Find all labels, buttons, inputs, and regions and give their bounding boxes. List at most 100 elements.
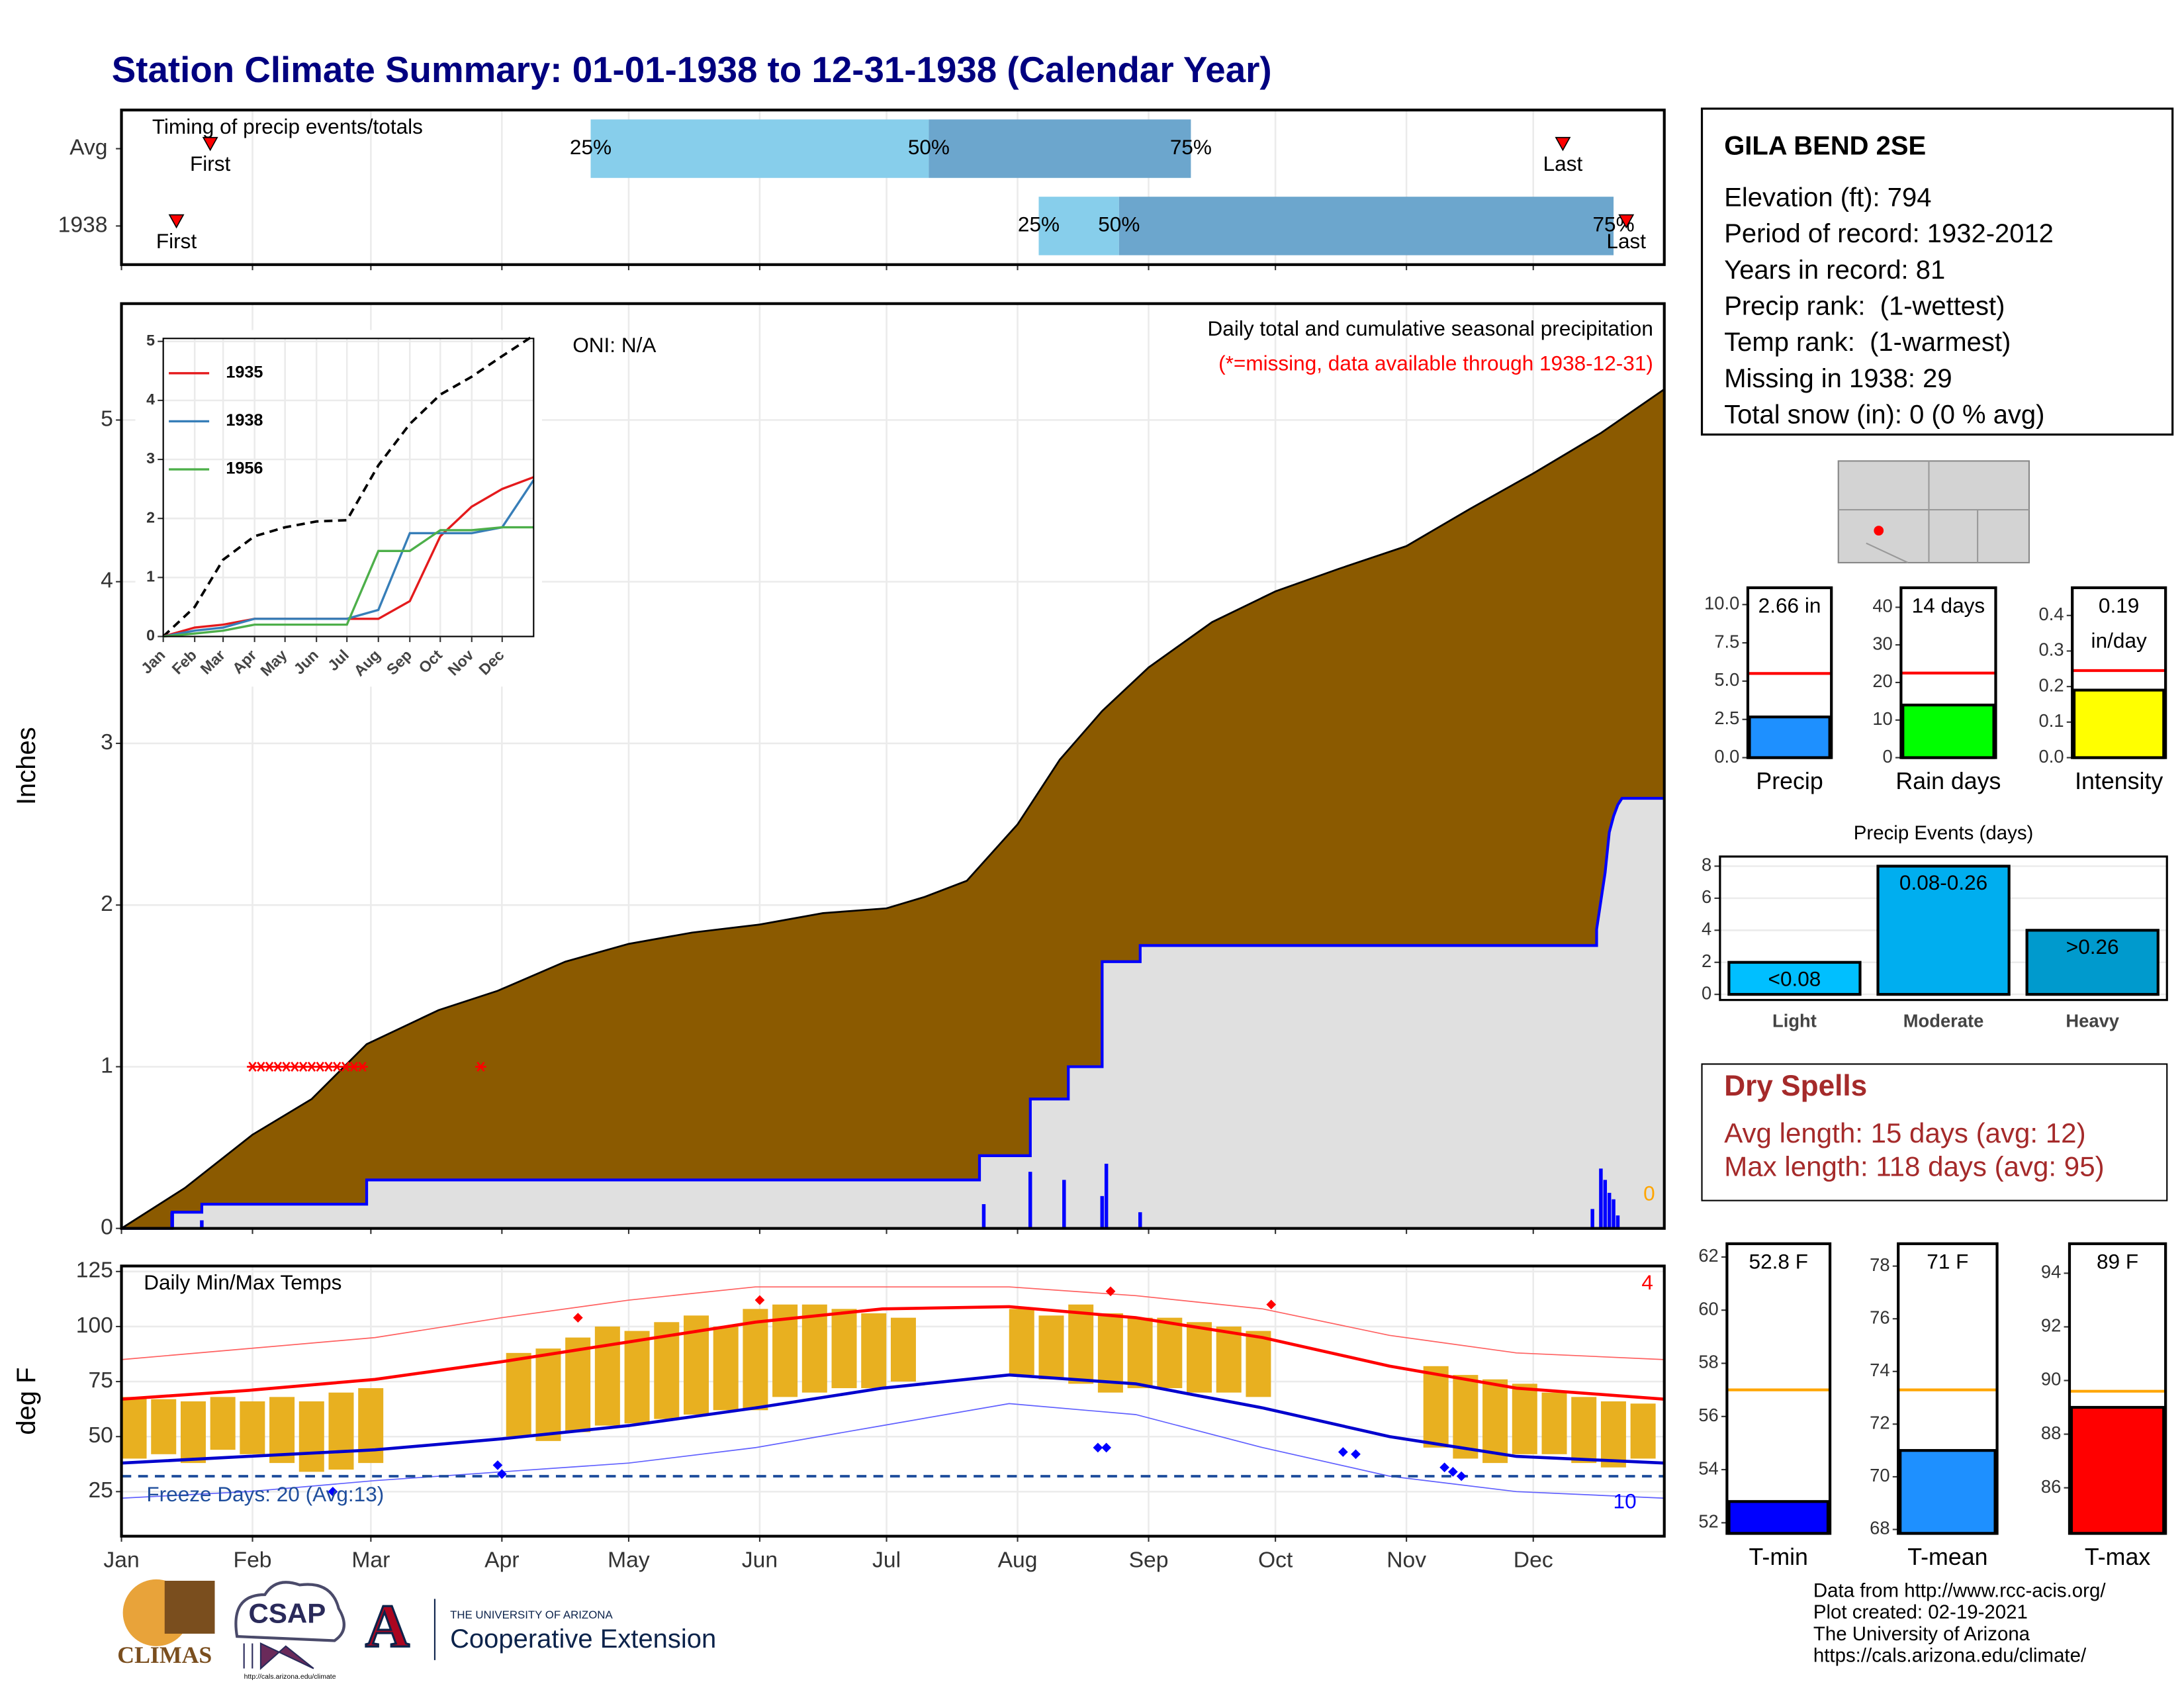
record-marker <box>1439 1462 1449 1473</box>
y-tick-label: 10.0 <box>1704 593 1739 614</box>
daily-precip-bar <box>1599 1168 1603 1229</box>
quantile-bar <box>590 119 929 178</box>
daily-precip-bar <box>1607 1192 1612 1229</box>
temp-range-bar <box>1423 1366 1449 1448</box>
end-label: 0 <box>1643 1182 1655 1205</box>
bar <box>1876 865 2011 996</box>
event-label: First <box>156 229 197 253</box>
page-title: Station Climate Summary: 01-01-1938 to 1… <box>112 49 1272 90</box>
missing-note: (*=missing, data available through 1938-… <box>1218 352 1653 375</box>
category-label: Rain days <box>1895 768 2001 794</box>
y-tick-label: 10 <box>1872 708 1892 729</box>
event-marker <box>168 214 185 229</box>
panel-frame <box>120 109 1666 266</box>
value-label-box: 0.19 in/day <box>2091 594 2147 653</box>
annotation: Daily total and cumulative seasonal prec… <box>1208 316 1653 340</box>
value-label: 0.19 in/day <box>2091 594 2147 653</box>
event-label: Last <box>1606 229 1646 253</box>
freeze-label: Freeze Days: 20 (Avg:13) <box>146 1482 384 1506</box>
daily-precip-bar <box>1028 1172 1032 1229</box>
y-tick-label: 68 <box>1870 1518 1889 1538</box>
temp-range-bar <box>328 1392 354 1470</box>
x-tick-label: Mar <box>351 1548 390 1572</box>
quantile-label: 50% <box>908 135 950 159</box>
dry-spell-detail: Avg length: 15 days (avg: 12) <box>1724 1117 2085 1149</box>
value-label-box: 89 F <box>2096 1250 2139 1275</box>
y-tick-label: 90 <box>2041 1369 2061 1389</box>
x-tick-label: Sep <box>1129 1548 1169 1572</box>
y-tick-label: 86 <box>2041 1476 2061 1497</box>
y-tick-label: 0.3 <box>2039 639 2064 660</box>
x-tick-label: Aug <box>998 1548 1038 1572</box>
credit-line: The University of Arizona <box>1813 1623 2030 1645</box>
value-label: 52.8 F <box>1749 1250 1808 1275</box>
y-tick-label: 0 <box>1702 982 1711 1003</box>
x-tick-label: Jul <box>872 1548 901 1572</box>
station-detail: Temp rank: (1-warmest) <box>1724 328 2011 357</box>
value-label: 14 days <box>1911 594 1985 619</box>
daily-precip-bar <box>1138 1212 1142 1229</box>
x-tick-label: Jan <box>103 1548 139 1572</box>
series-line <box>163 479 535 638</box>
category-label: Precip <box>1756 768 1823 794</box>
value-label-box: 14 days <box>1911 594 1985 619</box>
panel-frame <box>1719 855 2168 1002</box>
y-tick-label: 4 <box>1702 919 1711 939</box>
location-map <box>1837 460 2030 564</box>
temp-range-bar <box>861 1313 887 1389</box>
dry-spell-detail: Max length: 118 days (avg: 95) <box>1724 1150 2104 1182</box>
csap-graphic <box>243 1642 314 1670</box>
temp-range-bar <box>801 1304 827 1393</box>
ua-logo: A <box>365 1593 410 1660</box>
y-tick-label: 25 <box>88 1478 113 1503</box>
value-label: 89 F <box>2096 1250 2139 1275</box>
daily-precip-bar <box>1615 1215 1620 1229</box>
y-tick-label: 0 <box>146 627 155 644</box>
event-marker <box>202 136 218 152</box>
y-tick-label: 0.1 <box>2039 710 2064 731</box>
y-tick-label: 0 <box>1883 746 1893 767</box>
y-tick-label: 2 <box>101 892 113 916</box>
y-tick-label: 100 <box>76 1313 113 1338</box>
temp-range-bar <box>1068 1304 1094 1384</box>
y-tick-label: 88 <box>2041 1423 2061 1443</box>
daily-precip-bar <box>1603 1180 1608 1229</box>
x-tick-label: Apr <box>484 1548 519 1572</box>
value-label-box: 71 F <box>1927 1250 1968 1274</box>
dry-spell-box <box>1701 1063 2168 1201</box>
category-label: Light <box>1772 1011 1817 1031</box>
category-label: T-max <box>2085 1544 2150 1570</box>
temp-range-bar <box>1038 1315 1064 1380</box>
temp-range-bar <box>506 1352 531 1437</box>
station-name: GILA BEND 2SE <box>1724 132 1926 161</box>
station-box <box>1700 107 2174 436</box>
temp-range-bar <box>743 1309 768 1411</box>
bin-label: >0.26 <box>2066 935 2119 959</box>
temp-range-bar <box>1571 1397 1597 1464</box>
daily-precip-bar <box>1062 1180 1066 1229</box>
csap-url: http://cals.arizona.edu/climate <box>244 1673 336 1681</box>
temp-range-bar <box>713 1326 739 1411</box>
category-label: T-min <box>1749 1544 1808 1570</box>
observed-area <box>121 798 1664 1229</box>
daily-precip-bar <box>1100 1196 1105 1229</box>
panel-frame <box>1899 586 1997 759</box>
y-tick-label: 0.4 <box>2039 604 2064 624</box>
category-label: Heavy <box>2066 1011 2119 1031</box>
x-tick-label: Oct <box>1258 1548 1293 1572</box>
y-tick-label: 5 <box>101 406 113 431</box>
observed-line <box>121 796 1664 1230</box>
y-tick-label: 72 <box>1870 1413 1889 1433</box>
credit-line: Data from http://www.rcc-acis.org/ <box>1813 1580 2106 1602</box>
temp-range-bar <box>1541 1392 1567 1454</box>
credit-line: Plot created: 02-19-2021 <box>1813 1601 2028 1623</box>
y-tick-label: 4 <box>101 569 113 593</box>
y-tick-label: 30 <box>1872 633 1892 653</box>
bar <box>2070 1405 2165 1535</box>
panel-frame <box>120 302 1666 1230</box>
y-tick-label: 0.0 <box>1714 746 1739 767</box>
temp-range-bar <box>240 1401 265 1454</box>
panel-frame <box>2071 586 2167 759</box>
quantile-bar <box>929 119 1191 178</box>
event-label: Last <box>1543 152 1583 175</box>
